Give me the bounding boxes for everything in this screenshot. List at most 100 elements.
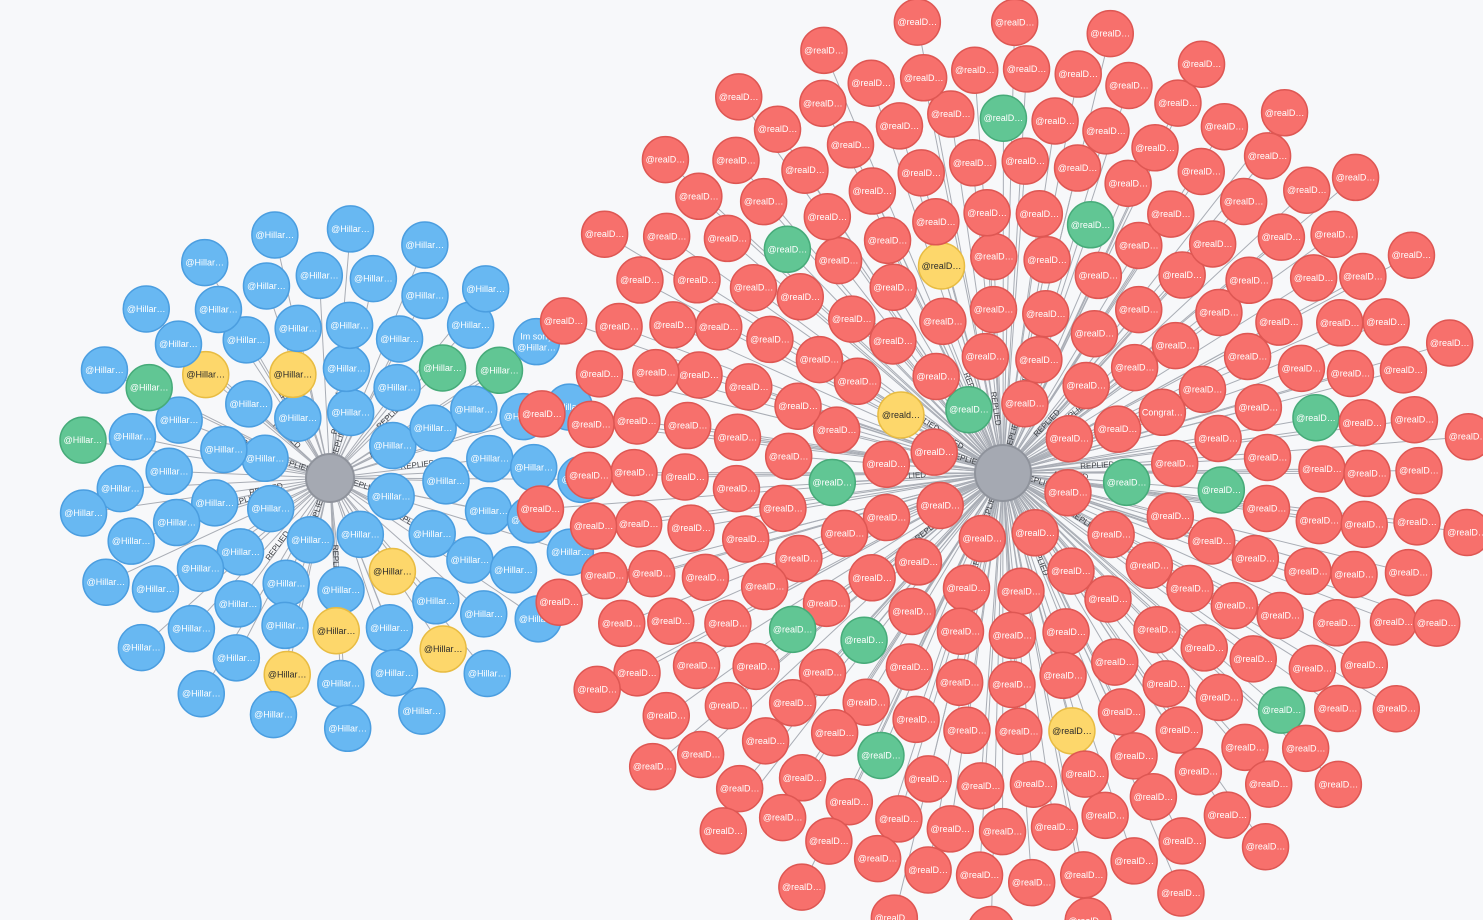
graph-realdonald-node[interactable]: @realD… bbox=[1384, 548, 1433, 597]
graph-realdonald-node-circle[interactable] bbox=[732, 642, 780, 691]
graph-realdonald-node[interactable]: @realD… bbox=[518, 390, 566, 438]
graph-realdonald-node-circle[interactable] bbox=[704, 599, 752, 648]
graph-realdonald-node[interactable]: @realD… bbox=[1362, 298, 1410, 346]
graph-hillary-node-circle[interactable] bbox=[446, 536, 494, 584]
graph-hillary-node[interactable]: @Hillar… bbox=[117, 623, 166, 672]
graph-realdonald-node[interactable]: @realD… bbox=[1054, 50, 1102, 98]
graph-realdonald-node-circle[interactable] bbox=[869, 263, 917, 312]
graph-realdonald-hub-node[interactable] bbox=[974, 444, 1032, 502]
graph-realdonald-node[interactable]: @realD… bbox=[1219, 177, 1268, 226]
graph-realdonald-node-circle[interactable] bbox=[1053, 144, 1102, 192]
graph-realdonald-node[interactable]: @realD… bbox=[1243, 132, 1292, 180]
graph-realdonald-node-circle[interactable] bbox=[1102, 458, 1151, 507]
graph-realdonald-node-circle[interactable] bbox=[1340, 641, 1389, 689]
graph-hillary-node[interactable]: @Hillar… bbox=[409, 404, 457, 452]
graph-realdonald-node-circle[interactable] bbox=[917, 242, 966, 290]
graph-realdonald-node-circle[interactable] bbox=[1219, 177, 1268, 226]
graph-realdonald-node[interactable]: @realD… bbox=[1044, 468, 1092, 517]
graph-realdonald-node[interactable]: @realD… bbox=[1234, 383, 1283, 432]
graph-hillary-node-circle[interactable] bbox=[464, 487, 513, 535]
graph-realdonald-node-circle[interactable] bbox=[857, 731, 905, 780]
graph-realdonald-node-circle[interactable] bbox=[775, 534, 823, 583]
graph-realdonald-node[interactable]: @realD… bbox=[897, 149, 945, 197]
graph-hillary-node[interactable]: @Hillar… bbox=[108, 412, 157, 461]
graph-hillary-node[interactable]: @Hillar… bbox=[261, 601, 309, 650]
graph-realdonald-node-circle[interactable] bbox=[892, 695, 940, 744]
graph-realdonald-node-circle[interactable] bbox=[1110, 837, 1158, 885]
graph-realdonald-node[interactable]: @realD… bbox=[1292, 394, 1340, 442]
graph-realdonald-node-circle[interactable] bbox=[919, 297, 967, 346]
graph-realdonald-node[interactable]: @realD… bbox=[1203, 791, 1252, 839]
graph-realdonald-node[interactable]: @realD… bbox=[970, 232, 1018, 281]
graph-realdonald-node-circle[interactable] bbox=[1283, 166, 1331, 214]
graph-realdonald-node[interactable]: @realD… bbox=[810, 709, 859, 757]
graph-hillary-node[interactable]: @Hillar… bbox=[450, 385, 498, 434]
graph-realdonald-node[interactable]: @realD… bbox=[988, 660, 1036, 709]
graph-realdonald-node-circle[interactable] bbox=[848, 554, 896, 602]
graph-realdonald-node[interactable]: @realD… bbox=[1142, 660, 1190, 708]
graph-realdonald-node[interactable]: @realD… bbox=[1042, 608, 1090, 656]
graph-realdonald-node[interactable]: @realD… bbox=[614, 500, 663, 548]
graph-realdonald-node-circle[interactable] bbox=[958, 514, 1007, 563]
graph-realdonald-node[interactable]: @realD… bbox=[580, 551, 629, 600]
graph-hillary-node-circle[interactable] bbox=[349, 254, 398, 303]
graph-realdonald-node-circle[interactable] bbox=[1110, 343, 1159, 392]
graph-hillary-node-circle[interactable] bbox=[409, 404, 457, 452]
graph-realdonald-node-circle[interactable] bbox=[1091, 638, 1139, 686]
graph-realdonald-node-circle[interactable] bbox=[990, 0, 1039, 47]
graph-realdonald-node[interactable]: @realD… bbox=[1314, 760, 1363, 809]
graph-realdonald-node[interactable]: @realD… bbox=[935, 658, 984, 707]
graph-realdonald-node-circle[interactable] bbox=[997, 567, 1045, 616]
graph-realdonald-node[interactable]: @realD… bbox=[899, 54, 948, 102]
graph-hillary-node[interactable]: @Hillar… bbox=[412, 577, 460, 625]
graph-realdonald-node[interactable]: @realD… bbox=[1387, 231, 1436, 279]
graph-realdonald-node-circle[interactable] bbox=[894, 538, 943, 586]
graph-realdonald-node[interactable]: @realD… bbox=[1281, 724, 1330, 773]
graph-realdonald-node-circle[interactable] bbox=[862, 493, 911, 542]
graph-realdonald-node-circle[interactable] bbox=[1022, 290, 1070, 338]
graph-realdonald-node-circle[interactable] bbox=[1110, 732, 1158, 780]
graph-hillary-node-circle[interactable] bbox=[419, 625, 467, 673]
graph-realdonald-node-circle[interactable] bbox=[1129, 773, 1178, 821]
graph-hillary-node[interactable]: @Hillar… bbox=[107, 517, 155, 565]
graph-hillary-node[interactable]: @Hillar… bbox=[422, 457, 470, 505]
graph-realdonald-node[interactable]: @realD… bbox=[1102, 458, 1151, 507]
graph-realdonald-node[interactable]: @realD… bbox=[1082, 107, 1130, 155]
graph-hillary-node[interactable]: @Hillar… bbox=[367, 472, 415, 521]
graph-hillary-node-circle[interactable] bbox=[369, 421, 417, 470]
graph-realdonald-node[interactable]: @realD… bbox=[725, 363, 773, 411]
graph-realdonald-node-circle[interactable] bbox=[875, 102, 924, 150]
graph-realdonald-node[interactable]: @realD… bbox=[580, 210, 629, 258]
graph-realdonald-node-circle[interactable] bbox=[768, 679, 817, 727]
graph-realdonald-node[interactable]: @realD… bbox=[1070, 309, 1119, 358]
graph-realdonald-node-circle[interactable] bbox=[1194, 414, 1242, 463]
graph-hillary-node-circle[interactable] bbox=[246, 484, 295, 533]
graph-realdonald-node[interactable]: @realD… bbox=[597, 599, 646, 648]
graph-hillary-node[interactable]: @Hillar… bbox=[200, 425, 248, 474]
graph-realdonald-node[interactable]: @realD… bbox=[847, 59, 895, 107]
graph-realdonald-node-circle[interactable] bbox=[810, 709, 859, 757]
graph-realdonald-node[interactable]: @realD… bbox=[1157, 869, 1205, 917]
graph-realdonald-node-circle[interactable] bbox=[820, 509, 869, 558]
graph-realdonald-node[interactable]: @realD… bbox=[729, 263, 778, 312]
graph-realdonald-node[interactable]: @realD… bbox=[768, 605, 817, 654]
graph-realdonald-node[interactable]: @realD… bbox=[1125, 541, 1174, 590]
graph-realdonald-node[interactable]: @realD… bbox=[961, 332, 1010, 381]
graph-realdonald-node[interactable]: @realD… bbox=[988, 611, 1037, 660]
graph-realdonald-node[interactable]: @realD… bbox=[1131, 124, 1179, 172]
graph-hillary-node-circle[interactable] bbox=[450, 385, 498, 434]
graph-hillary-node-circle[interactable] bbox=[459, 590, 508, 638]
graph-realdonald-node[interactable]: @realD… bbox=[862, 493, 911, 542]
graph-realdonald-node[interactable]: @realD… bbox=[1295, 496, 1344, 545]
graph-realdonald-node-circle[interactable] bbox=[595, 302, 643, 351]
graph-hillary-node[interactable]: @Hillar… bbox=[398, 687, 446, 735]
graph-hillary-node[interactable]: @Hillar… bbox=[317, 566, 365, 614]
graph-hillary-node[interactable]: @Hillar… bbox=[446, 536, 494, 584]
graph-realdonald-node[interactable]: @realD… bbox=[1155, 706, 1203, 754]
graph-realdonald-node[interactable]: @realD… bbox=[1030, 803, 1079, 851]
graph-realdonald-node-circle[interactable] bbox=[948, 139, 997, 187]
graph-realdonald-node[interactable]: @realD… bbox=[535, 578, 583, 626]
graph-realdonald-node-circle[interactable] bbox=[778, 754, 827, 802]
graph-realdonald-node[interactable]: @realD… bbox=[1390, 395, 1439, 444]
graph-hillary-node-circle[interactable] bbox=[263, 650, 311, 699]
